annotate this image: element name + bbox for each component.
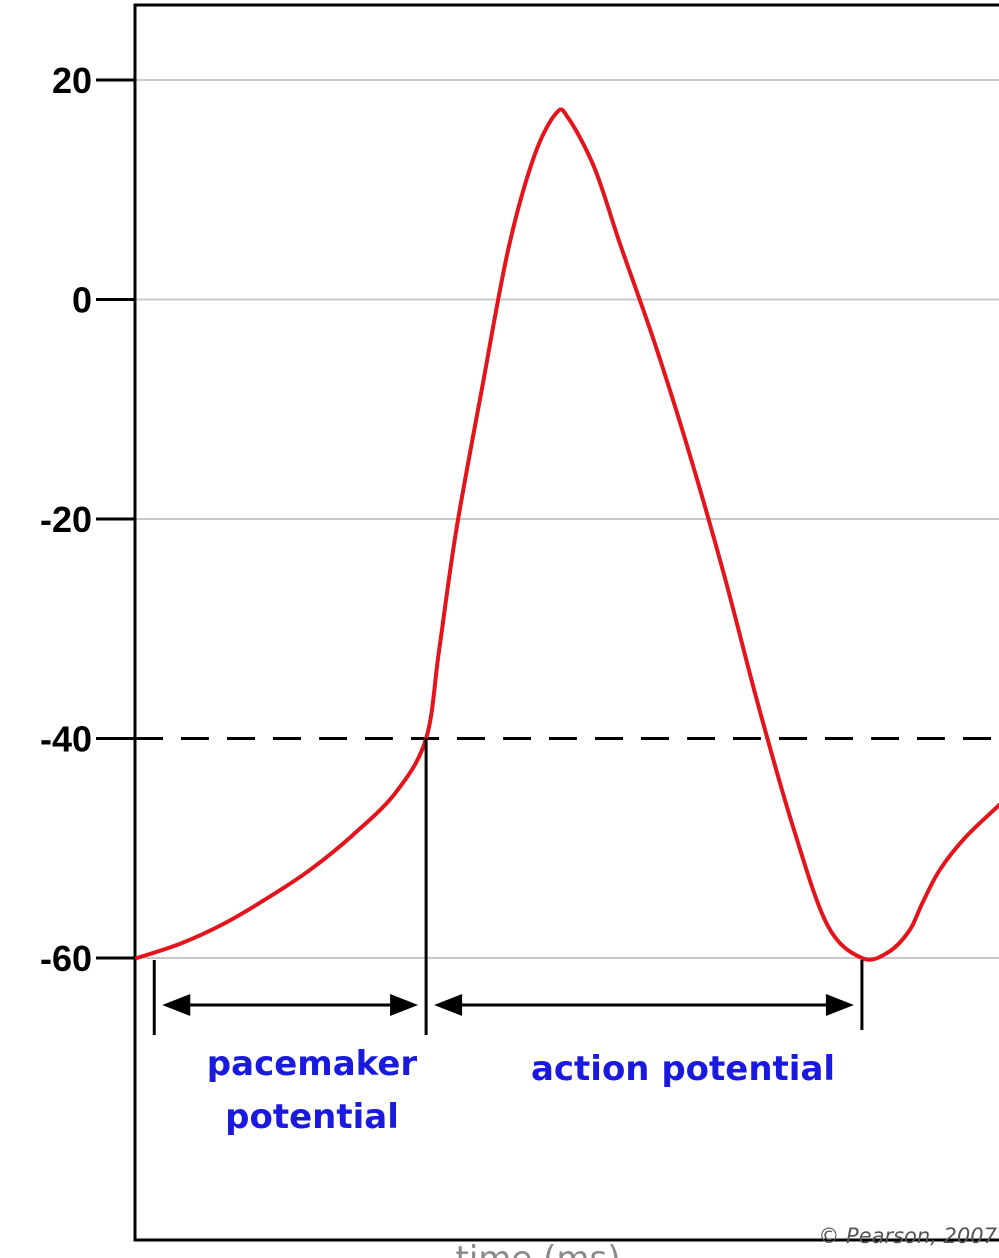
y-tick-label: 0	[72, 280, 92, 321]
y-tick-label: -20	[40, 499, 92, 540]
x-axis-label: time (ms)	[456, 1239, 621, 1258]
y-tick-label: -40	[40, 719, 92, 760]
range-label-pacemaker-line1: pacemaker	[207, 1044, 418, 1084]
grid-lines	[135, 79, 999, 959]
range-markers	[152, 738, 864, 1035]
copyright-credit: © Pearson, 2007	[818, 1224, 997, 1248]
y-tick-label: 20	[52, 60, 92, 101]
membrane-potential-line	[135, 107, 999, 962]
range-arrowhead-right	[825, 994, 854, 1016]
range-arrowhead-left	[434, 994, 463, 1016]
range-arrowhead-left	[162, 994, 191, 1016]
y-axis: 20 0 -20 -40 -60	[40, 60, 135, 979]
range-label-action-potential: action potential	[531, 1049, 835, 1089]
range-label-pacemaker-line2: potential	[225, 1097, 399, 1137]
y-tick-label: -60	[40, 938, 92, 979]
plot-frame	[133, 3, 999, 1242]
range-arrowhead-right	[390, 994, 419, 1016]
